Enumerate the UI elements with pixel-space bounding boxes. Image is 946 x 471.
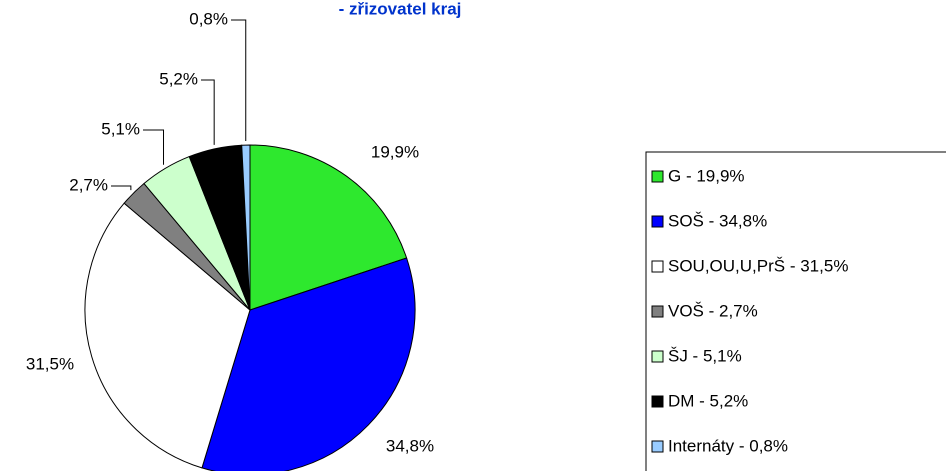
legend-swatch bbox=[651, 440, 664, 453]
legend-label: DM - 5,2% bbox=[668, 391, 748, 410]
legend-label: VOŠ - 2,7% bbox=[668, 301, 758, 320]
leader-line bbox=[201, 79, 215, 145]
leader-line bbox=[111, 185, 132, 191]
legend-label: G - 19,9% bbox=[668, 166, 745, 185]
legend-swatch bbox=[651, 395, 664, 408]
data-label: 19,9% bbox=[371, 142, 419, 161]
pie-slice bbox=[84, 202, 251, 469]
pie-slice bbox=[201, 257, 416, 471]
pie-slice bbox=[241, 144, 251, 311]
leader-line bbox=[231, 19, 247, 142]
chart-title: - zřizovatel kraj bbox=[339, 0, 462, 18]
data-label: 5,1% bbox=[101, 119, 140, 138]
data-label: 2,7% bbox=[69, 175, 108, 194]
legend-label: SOU,OU,U,PrŠ - 31,5% bbox=[668, 256, 848, 275]
data-label: 34,8% bbox=[386, 436, 434, 455]
legend-swatch bbox=[651, 260, 664, 273]
legend-swatch bbox=[651, 350, 664, 363]
data-label: 0,8% bbox=[189, 9, 228, 28]
legend-swatch bbox=[651, 305, 664, 318]
legend-swatch bbox=[651, 215, 664, 228]
legend-label: ŠJ - 5,1% bbox=[668, 346, 742, 365]
data-label: 31,5% bbox=[26, 354, 74, 373]
data-label: 5,2% bbox=[159, 69, 198, 88]
leader-line bbox=[143, 129, 165, 165]
legend-swatch bbox=[651, 170, 664, 183]
pie-slice bbox=[249, 144, 408, 311]
legend-label: SOŠ - 34,8% bbox=[668, 211, 767, 230]
legend-box bbox=[645, 151, 946, 471]
legend-label: Internáty - 0,8% bbox=[668, 436, 788, 455]
